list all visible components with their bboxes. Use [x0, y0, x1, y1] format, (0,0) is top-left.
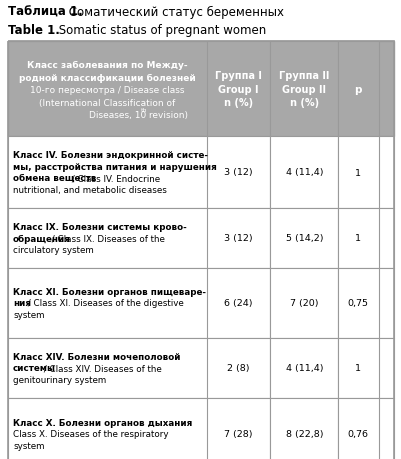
Text: Class X. Diseases of the respiratory: Class X. Diseases of the respiratory [13, 430, 168, 438]
Text: genitourinary system: genitourinary system [13, 375, 106, 384]
Text: обмена веществ: обмена веществ [13, 174, 96, 183]
Text: circulatory system: circulatory system [13, 246, 93, 254]
Bar [337, 398, 378, 459]
Text: Diseases, 10: Diseases, 10 [89, 111, 146, 120]
Text: system: system [13, 310, 45, 319]
Bar [270, 269, 337, 338]
Text: Класс XI. Болезни органов пищеваре-: Класс XI. Болезни органов пищеваре- [13, 287, 205, 297]
Bar [8, 338, 393, 398]
Text: 0,75: 0,75 [347, 299, 368, 308]
Text: / Class IV. Endocrine: / Class IV. Endocrine [69, 174, 160, 183]
Bar [270, 338, 337, 398]
Bar [8, 269, 393, 338]
Text: nutritional, and metabolic diseases: nutritional, and metabolic diseases [13, 185, 166, 194]
Text: 1: 1 [354, 234, 360, 243]
Bar [270, 208, 337, 269]
Text: Table 1.: Table 1. [8, 24, 60, 37]
Text: родной классификации болезней: родной классификации болезней [19, 73, 195, 82]
Text: 4 (11,4): 4 (11,4) [285, 168, 322, 177]
Text: system: system [13, 441, 45, 450]
Bar [8, 42, 393, 137]
Bar [206, 42, 270, 137]
Text: мы, расстройства питания и нарушения: мы, расстройства питания и нарушения [13, 162, 216, 171]
Bar [8, 208, 393, 269]
Text: обращения: обращения [13, 234, 71, 243]
Text: Класс XIV. Болезни мочеполовой: Класс XIV. Болезни мочеполовой [13, 352, 180, 361]
Bar [270, 42, 337, 137]
Text: Класс IV. Болезни эндокринной систе-: Класс IV. Болезни эндокринной систе- [13, 151, 207, 160]
Bar [337, 208, 378, 269]
Text: Класс заболевания по Между-: Класс заболевания по Между- [27, 61, 187, 70]
Text: 7 (20): 7 (20) [289, 299, 318, 308]
Text: 1: 1 [354, 168, 360, 177]
Bar [270, 398, 337, 459]
Text: Группа II
Group II
n (%): Группа II Group II n (%) [278, 71, 329, 108]
Text: 6 (24): 6 (24) [224, 299, 252, 308]
Bar [206, 269, 270, 338]
Bar [337, 137, 378, 208]
Text: (International Classification of: (International Classification of [39, 98, 175, 107]
Bar [206, 137, 270, 208]
Text: / Class XI. Diseases of the digestive: / Class XI. Diseases of the digestive [25, 299, 183, 308]
Text: revision): revision) [146, 111, 188, 120]
Text: 1: 1 [354, 364, 360, 373]
Text: / Class IX. Diseases of the: / Class IX. Diseases of the [49, 234, 164, 243]
Bar [337, 269, 378, 338]
Text: 0,76: 0,76 [347, 430, 368, 438]
Bar [8, 398, 393, 459]
Bar [270, 137, 337, 208]
Bar [206, 208, 270, 269]
Text: 3 (12): 3 (12) [224, 168, 252, 177]
Text: p: p [354, 84, 361, 94]
Text: 5 (14,2): 5 (14,2) [285, 234, 322, 243]
Bar [206, 398, 270, 459]
Text: 10-го пересмотра / Disease class: 10-го пересмотра / Disease class [30, 86, 184, 95]
Text: th: th [140, 108, 146, 113]
Bar [337, 338, 378, 398]
Text: 8 (22,8): 8 (22,8) [285, 430, 322, 438]
Bar [206, 338, 270, 398]
Text: Таблица 1.: Таблица 1. [8, 6, 83, 19]
Text: / Class XIV. Diseases of the: / Class XIV. Diseases of the [41, 364, 161, 373]
Text: ния: ния [13, 299, 31, 308]
Text: Группа I
Group I
n (%): Группа I Group I n (%) [215, 71, 261, 108]
Bar [337, 42, 378, 137]
Bar [8, 137, 393, 208]
Text: Класс IX. Болезни системы крово-: Класс IX. Болезни системы крово- [13, 223, 186, 231]
Text: Somatic status of pregnant women: Somatic status of pregnant women [55, 24, 265, 37]
Text: 3 (12): 3 (12) [224, 234, 252, 243]
Text: Класс X. Болезни органов дыхания: Класс X. Болезни органов дыхания [13, 418, 192, 427]
Text: 7 (28): 7 (28) [224, 430, 252, 438]
Text: системы: системы [13, 364, 56, 373]
Text: 4 (11,4): 4 (11,4) [285, 364, 322, 373]
Text: 2 (8): 2 (8) [227, 364, 249, 373]
Text: Соматический статус беременных: Соматический статус беременных [65, 6, 283, 19]
